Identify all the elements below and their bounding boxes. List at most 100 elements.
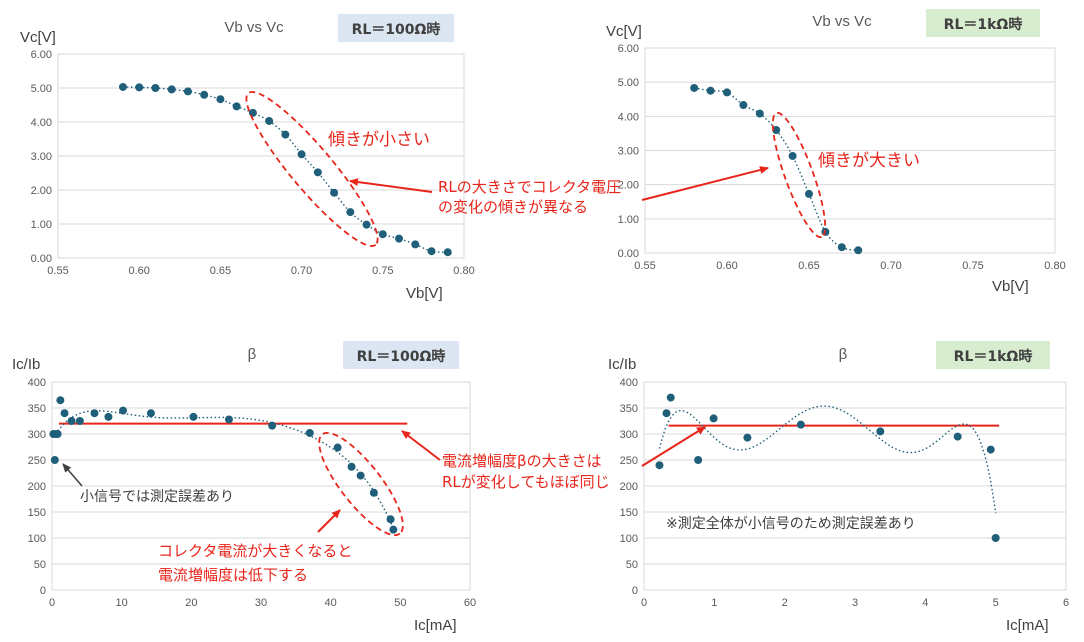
y-tick-label: 100 [28, 533, 46, 545]
data-point [991, 534, 1000, 542]
x-tick-label: 10 [116, 597, 128, 609]
trendline [658, 405, 997, 514]
highlight-ellipse [245, 91, 379, 247]
data-point [666, 393, 675, 402]
y-tick-label: 350 [620, 403, 638, 415]
data-point [265, 116, 274, 125]
x-tick-label: 0.55 [47, 265, 68, 277]
slope-large-note: 傾きが大きい [818, 151, 920, 171]
x-tick-label: 0.80 [453, 265, 474, 277]
data-point [443, 248, 452, 257]
data-point [305, 428, 314, 437]
y-tick-label: 0.00 [31, 253, 52, 265]
data-point [183, 87, 192, 96]
y-tick-label: 350 [28, 403, 46, 415]
data-point [297, 150, 306, 159]
y-tick-label: 6.00 [31, 49, 52, 61]
rl-badge: RL＝100Ω時 [357, 348, 446, 365]
x-tick-label: 20 [185, 597, 197, 609]
x-tick-label: 40 [325, 597, 337, 609]
y-tick-label: 250 [28, 455, 46, 467]
data-point [378, 230, 387, 239]
y-tick-label: 2.00 [618, 180, 639, 192]
y-tick-label: 2.00 [31, 185, 52, 197]
whole-small-signal-note: ※測定全体が小信号のため測定誤差あり [666, 515, 916, 532]
data-point [118, 82, 127, 91]
y-tick-label: 0 [632, 585, 638, 597]
data-point [694, 456, 703, 464]
collector-note-line1: コレクタ電流が大きくなると [158, 542, 352, 560]
y-tick-label: 150 [28, 507, 46, 519]
y-tick-label: 3.00 [618, 146, 639, 158]
y-axis-label: Ic/Ib [12, 356, 40, 373]
data-point [200, 90, 209, 99]
data-point [709, 414, 718, 423]
x-tick-label: 4 [922, 597, 928, 609]
data-point [216, 95, 225, 104]
data-point [723, 88, 731, 97]
rl-badge: RL＝1kΩ時 [944, 16, 1023, 33]
x-tick-label: 0 [49, 597, 55, 609]
chart-vbvc-1k: Vb vs Vc RL＝1kΩ時 Vc[V] Vb[V] 0.00 1.00 2.0… [606, 9, 1066, 295]
x-tick-label: 0.70 [291, 265, 312, 277]
data-point [146, 409, 155, 418]
trendline [52, 410, 395, 529]
data-point [75, 417, 84, 425]
data-point [56, 396, 65, 405]
data-point [690, 83, 699, 92]
arrow-to-chart2 [641, 166, 769, 201]
highlight-ellipse [771, 111, 827, 239]
data-point [104, 412, 113, 421]
data-point [395, 234, 404, 243]
data-point [876, 427, 885, 436]
x-tick-label: 3 [852, 597, 858, 609]
beta-note-line2: RLが変化してもほぼ同じ [442, 473, 610, 491]
y-tick-label: 6.00 [618, 43, 639, 55]
data-point [313, 168, 322, 177]
data-point [796, 420, 805, 429]
y-tick-label: 200 [620, 481, 638, 493]
x-axis-label: Ic[mA] [414, 617, 457, 634]
rl-badge-bg [343, 341, 459, 369]
data-point [119, 406, 128, 415]
y-tick-label: 3.00 [31, 151, 52, 163]
data-point [248, 108, 257, 117]
rl-badge-bg [926, 9, 1040, 37]
rl-note-line1: RLの大きさでコレクタ電圧 [438, 178, 621, 196]
trendline [694, 87, 859, 251]
data-point [268, 421, 277, 430]
rl-badge-bg [936, 341, 1050, 369]
data-point [53, 430, 62, 438]
x-tick-label: 5 [993, 597, 999, 609]
x-tick-label: 0.80 [1044, 260, 1065, 272]
data-point [135, 83, 144, 92]
data-point [347, 462, 356, 471]
y-tick-label: 250 [620, 455, 638, 467]
data-point [90, 409, 99, 418]
data-point [67, 417, 76, 425]
data-point [346, 208, 355, 217]
y-tick-label: 50 [34, 559, 46, 571]
data-point [655, 461, 664, 470]
y-axis-label: Vc[V] [606, 23, 642, 40]
data-point [189, 412, 198, 421]
small-signal-note: 小信号では測定誤差あり [80, 489, 234, 505]
y-tick-label: 50 [626, 559, 638, 571]
y-tick-label: 4.00 [31, 117, 52, 129]
data-point [953, 432, 962, 441]
y-tick-label: 150 [620, 507, 638, 519]
rl-badge: RL＝100Ω時 [352, 21, 441, 38]
y-tick-label: 100 [620, 533, 638, 545]
data-point [330, 188, 339, 197]
chart-title: β [839, 346, 848, 363]
y-tick-label: 400 [620, 377, 638, 389]
y-axis-label: Vc[V] [20, 29, 56, 46]
x-tick-label: 6 [1063, 597, 1069, 609]
data-point [706, 86, 715, 95]
x-axis-label: Vb[V] [992, 278, 1029, 295]
y-tick-label: 4.00 [618, 111, 639, 123]
y-tick-label: 0.00 [618, 248, 639, 260]
arrow-small-signal [62, 463, 83, 487]
data-point [739, 101, 748, 110]
x-tick-label: 0.55 [634, 260, 655, 272]
